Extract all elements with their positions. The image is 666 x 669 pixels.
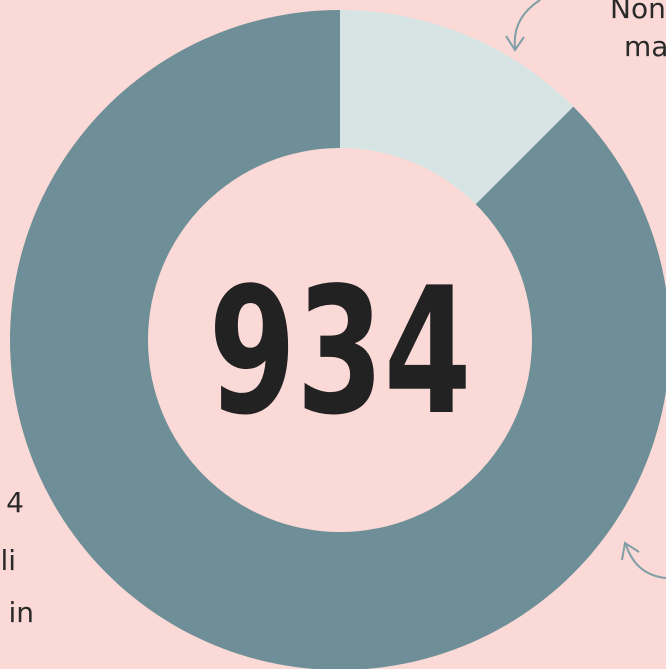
arrow-head (621, 541, 640, 561)
annotation: 4 (6, 486, 24, 519)
annotation: in (8, 596, 34, 629)
arrow (513, 0, 541, 49)
arrow-head (505, 35, 525, 52)
donut-hole (148, 148, 532, 532)
arrow (625, 544, 666, 579)
annotation: ma (624, 30, 666, 63)
annotation: li (0, 544, 16, 577)
center-label: 934 (209, 249, 472, 453)
annotation: Non (610, 0, 666, 25)
